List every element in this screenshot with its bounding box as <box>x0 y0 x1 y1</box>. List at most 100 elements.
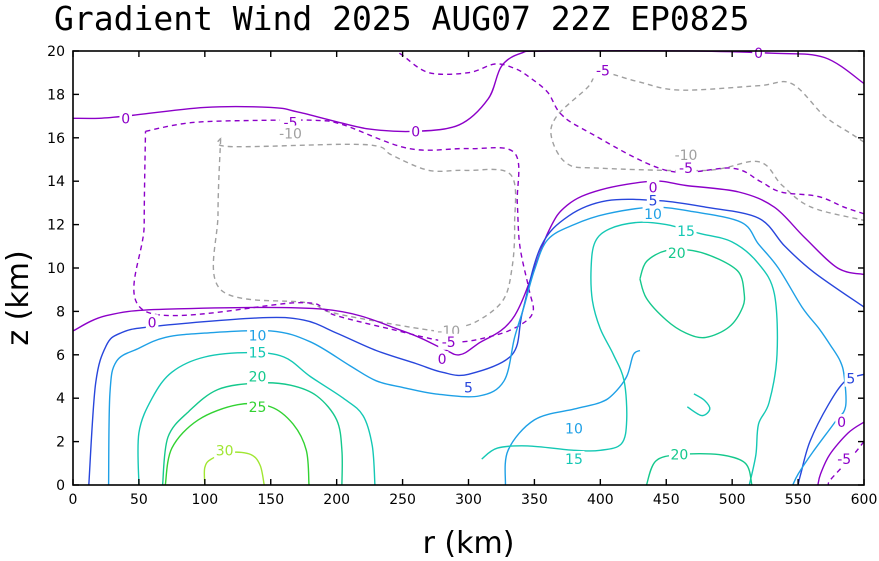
contour-label: 0 <box>438 352 447 368</box>
contour-label-bg <box>642 205 664 222</box>
contour-10-line <box>504 349 641 486</box>
contour-label-bg <box>835 414 848 431</box>
x-tick-label: 600 <box>851 492 878 508</box>
contour-label: 10 <box>565 422 583 438</box>
contour-label: 10 <box>249 328 267 344</box>
contour-5-line <box>88 198 865 486</box>
plot-frame <box>72 50 865 486</box>
x-tick-label: 550 <box>785 492 812 508</box>
x-tick-label: 350 <box>521 492 548 508</box>
contour-label-bg <box>675 160 697 177</box>
x-tick-label: 100 <box>191 492 218 508</box>
contour-label-bg <box>646 192 660 209</box>
contour-label-bg <box>592 62 614 79</box>
contour-label: 15 <box>249 346 267 362</box>
contour-label-bg <box>145 314 159 331</box>
contour-label: -10 <box>675 148 698 164</box>
contour-20-line <box>639 248 746 339</box>
contour-label: 5 <box>846 372 855 388</box>
contour-neg5-line <box>827 441 865 486</box>
contour-label: 0 <box>121 111 130 127</box>
contour-label: -5 <box>596 64 610 80</box>
contour-label: 5 <box>464 380 473 396</box>
contour-label-bg <box>247 398 269 415</box>
contour-25-line <box>164 402 310 486</box>
contour-label: 30 <box>216 443 234 459</box>
contour-label: 5 <box>649 194 658 210</box>
contour-label: -10 <box>279 126 302 142</box>
contour-label: 20 <box>249 370 267 386</box>
contour-label: 0 <box>649 181 658 197</box>
y-tick-label: 20 <box>47 44 65 60</box>
contour-15-line <box>137 351 376 486</box>
y-axis-label: z (km) <box>1 250 36 345</box>
x-axis-label: r (km) <box>423 526 515 561</box>
contour-label-bg <box>462 379 475 396</box>
contour-label-bg <box>844 370 858 387</box>
y-tick-label: 2 <box>56 435 65 451</box>
axis-ticks: 0 50 100 150 200 250 300 350 400 450 500 550 6000246… <box>47 44 877 508</box>
contour-label: -5 <box>679 161 693 177</box>
y-tick-label: 18 <box>47 87 65 103</box>
contour-0-line <box>817 421 865 486</box>
contour-label-bg <box>214 442 236 459</box>
contour-label-bg <box>668 446 690 463</box>
contour-label-bg <box>247 344 269 361</box>
y-tick-label: 12 <box>47 218 65 234</box>
contour-label: 0 <box>837 415 846 431</box>
contour-0-line <box>72 50 865 133</box>
contour-label: 10 <box>644 207 662 223</box>
contour-label-bg <box>247 327 269 344</box>
contour-label: 20 <box>668 246 686 262</box>
contour-label-bg <box>247 368 269 385</box>
contour-label: 0 <box>148 315 157 331</box>
x-tick-label: 500 <box>719 492 746 508</box>
contour-label-bg <box>435 351 449 368</box>
contour-neg5-line <box>395 50 865 215</box>
contour-label: 15 <box>677 224 695 240</box>
contour-label-bg <box>409 123 423 140</box>
x-tick-label: 0 <box>69 492 78 508</box>
contour-label: 15 <box>565 452 583 468</box>
y-tick-label: 6 <box>56 348 65 364</box>
contour-label: -5 <box>837 452 851 468</box>
y-tick-label: 8 <box>56 304 65 320</box>
contour-15-line <box>481 221 779 486</box>
x-tick-label: 300 <box>455 492 482 508</box>
x-tick-label: 200 <box>323 492 350 508</box>
contour-label-bg <box>646 179 660 196</box>
contour-20-line <box>645 452 753 486</box>
y-tick-label: 0 <box>56 478 65 494</box>
contour-label-bg <box>563 450 585 467</box>
contour-5-line <box>797 373 865 486</box>
contour-20-line <box>161 382 343 486</box>
contour-label: 20 <box>671 448 689 464</box>
contour-label-bg <box>438 333 460 350</box>
contour-label: 0 <box>411 124 420 140</box>
x-tick-label: 400 <box>587 492 614 508</box>
y-tick-label: 14 <box>47 174 65 190</box>
contour-label: 25 <box>249 400 267 416</box>
contour-lines <box>72 50 865 486</box>
contour-label-bg <box>666 244 688 261</box>
contour-neg10-line <box>212 137 517 333</box>
chart-title: Gradient Wind 2025 AUG07 22Z EP0825 <box>54 0 749 38</box>
contour-neg10-line <box>550 71 865 221</box>
y-tick-label: 10 <box>47 261 65 277</box>
contour-labels: 00-5-10-50-10-50510152001015202530-10-50… <box>119 45 858 468</box>
contour-label: 0 <box>754 46 763 62</box>
x-tick-label: 250 <box>389 492 416 508</box>
x-tick-label: 150 <box>257 492 284 508</box>
y-tick-label: 16 <box>47 131 65 147</box>
contour-label-bg <box>671 147 701 164</box>
contour-15-line <box>686 393 711 417</box>
contour-label-bg <box>833 450 855 467</box>
y-tick-label: 4 <box>56 391 65 407</box>
contour-label-bg <box>752 45 765 62</box>
contour-label: -5 <box>442 335 456 351</box>
x-tick-label: 450 <box>653 492 680 508</box>
contour-label-bg <box>275 125 306 142</box>
contour-label-bg <box>675 223 697 240</box>
